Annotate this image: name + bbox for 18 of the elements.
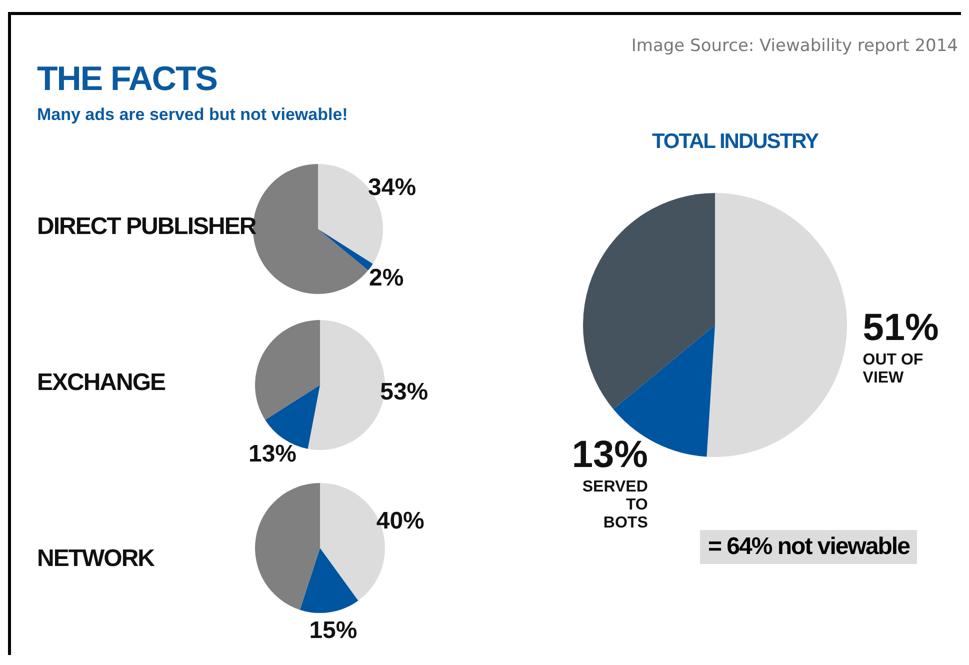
data-label: 15% (309, 617, 358, 644)
slice-label: OUT OF VIEW (862, 351, 924, 386)
data-label: 40% (376, 508, 424, 535)
data-label: 51% (862, 307, 939, 350)
text: NETWORK (37, 544, 154, 572)
text: EXCHANGE (37, 369, 166, 397)
text: = 64% not viewable (700, 530, 918, 564)
text: Many ads are served but not viewable! (37, 105, 348, 125)
data-label: 2% (369, 264, 404, 292)
text: DIRECT PUBLISHER (37, 213, 256, 241)
slice-label: SERVED TO BOTS (582, 478, 648, 532)
chart-title: TOTAL INDUSTRY (650, 130, 820, 154)
data-label: 53% (380, 378, 428, 406)
text: THE FACTS (37, 60, 217, 99)
data-label: 34% (368, 174, 416, 201)
text: Image Source: Viewability report 2014 (631, 36, 958, 56)
data-label: 13% (248, 440, 297, 468)
data-label: 13% (572, 434, 648, 476)
